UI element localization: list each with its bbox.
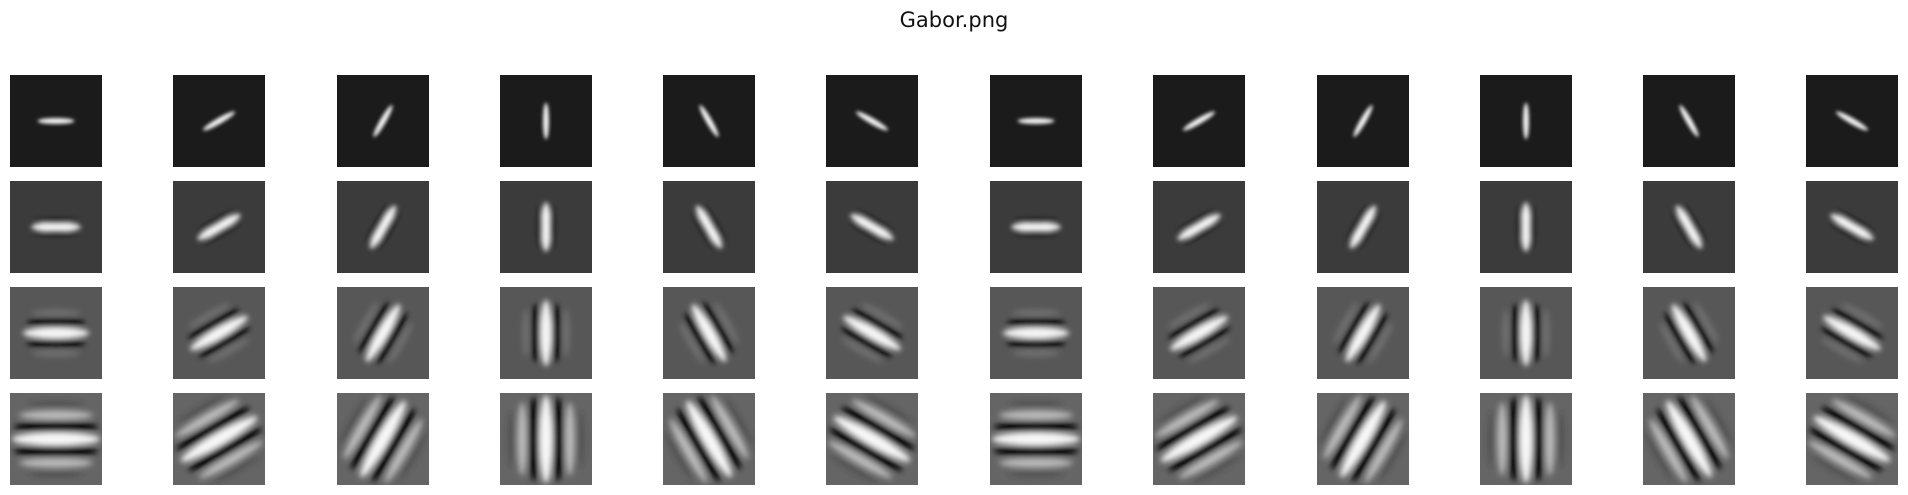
gabor-filter-tile [990, 287, 1082, 379]
figure-title: Gabor.png [899, 8, 1009, 32]
gabor-filter-tile [337, 75, 429, 167]
gabor-filter-tile [990, 181, 1082, 273]
gabor-filter-tile [1317, 287, 1409, 379]
gabor-filter-tile [1153, 181, 1245, 273]
gabor-filter-tile [500, 181, 592, 273]
gabor-filter-tile [337, 181, 429, 273]
gabor-filter-tile [1153, 287, 1245, 379]
gabor-filter-tile [173, 287, 265, 379]
gabor-filter-tile [1643, 393, 1735, 485]
gabor-filter-tile [1643, 287, 1735, 379]
gabor-filter-tile [826, 287, 918, 379]
gabor-filter-tile [663, 181, 755, 273]
gabor-filter-tile [1806, 287, 1898, 379]
gabor-filter-tile [663, 75, 755, 167]
gabor-filter-tile [337, 393, 429, 485]
gabor-filter-tile [500, 287, 592, 379]
gabor-filter-tile [1643, 181, 1735, 273]
gabor-filter-tile [1806, 393, 1898, 485]
gabor-filter-tile [10, 393, 102, 485]
gabor-filter-tile [173, 181, 265, 273]
gabor-filter-tile [10, 181, 102, 273]
gabor-filter-tile [1643, 75, 1735, 167]
gabor-filter-tile [990, 393, 1082, 485]
gabor-filter-tile [990, 75, 1082, 167]
gabor-filter-tile [826, 181, 918, 273]
gabor-filter-tile [826, 393, 918, 485]
gabor-filter-tile [1480, 287, 1572, 379]
gabor-filter-tile [1317, 75, 1409, 167]
gabor-filter-tile [826, 75, 918, 167]
gabor-filter-tile [500, 75, 592, 167]
gabor-filter-tile [1480, 75, 1572, 167]
gabor-filter-tile [1317, 181, 1409, 273]
gabor-filter-tile [663, 393, 755, 485]
gabor-filter-tile [1153, 75, 1245, 167]
gabor-filter-tile [1806, 75, 1898, 167]
gabor-filter-tile [663, 287, 755, 379]
gabor-filter-tile [10, 75, 102, 167]
gabor-filter-tile [173, 75, 265, 167]
gabor-filter-tile [10, 287, 102, 379]
gabor-filter-tile [173, 393, 265, 485]
gabor-filter-tile [1317, 393, 1409, 485]
gabor-filter-tile [1806, 181, 1898, 273]
gabor-filter-tile [337, 287, 429, 379]
gabor-filter-tile [500, 393, 592, 485]
gabor-filter-tile [1153, 393, 1245, 485]
gabor-filter-tile [1480, 393, 1572, 485]
gabor-filter-tile [1480, 181, 1572, 273]
